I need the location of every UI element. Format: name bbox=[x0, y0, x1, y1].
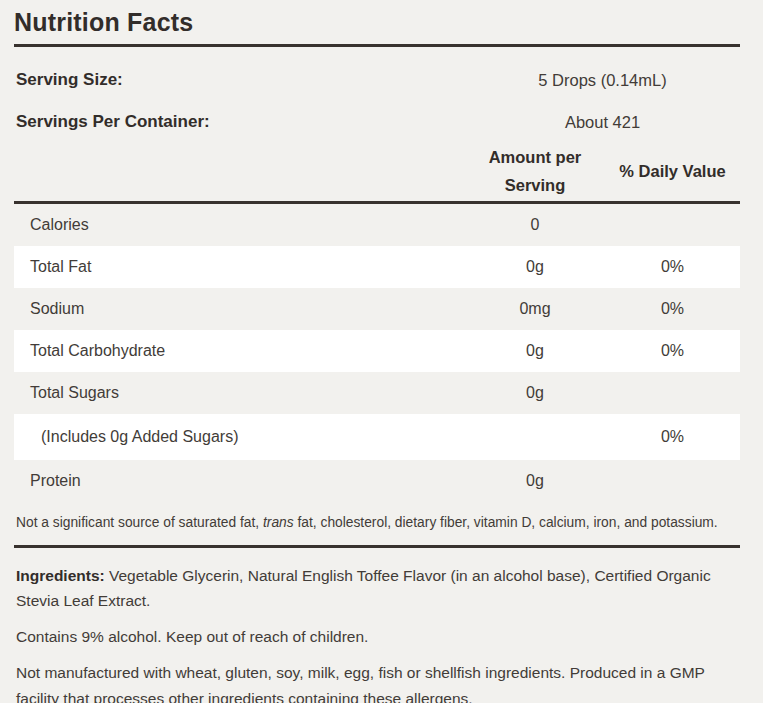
table-row-total-sugars: Total Sugars 0g bbox=[14, 372, 740, 414]
nutrient-label: (Includes 0g Added Sugars) bbox=[14, 428, 465, 446]
allergen-statement: Not manufactured with wheat, gluten, soy… bbox=[14, 660, 740, 703]
nutrient-amount: 0g bbox=[465, 258, 605, 276]
nutrient-amount: 0mg bbox=[465, 300, 605, 318]
servings-per-container-row: Servings Per Container: About 421 bbox=[14, 101, 740, 143]
nutrient-label: Total Carbohydrate bbox=[14, 342, 465, 360]
column-header-daily-value: % Daily Value bbox=[605, 157, 740, 185]
table-header-row: Amount per Serving % Daily Value bbox=[14, 143, 740, 201]
nutrient-daily-value: 0% bbox=[605, 428, 740, 446]
nutrient-daily-value: 0% bbox=[605, 300, 740, 318]
alcohol-warning: Contains 9% alcohol. Keep out of reach o… bbox=[14, 624, 740, 649]
footnote-trans-italic: trans bbox=[263, 515, 294, 530]
table-row-sodium: Sodium 0mg 0% bbox=[14, 288, 740, 330]
table-row-total-carbohydrate: Total Carbohydrate 0g 0% bbox=[14, 330, 740, 372]
column-header-amount-per-serving: Amount per Serving bbox=[465, 143, 605, 199]
divider-bottom bbox=[14, 545, 740, 548]
ingredients-paragraph: Ingredients: Vegetable Glycerin, Natural… bbox=[14, 563, 740, 613]
nutrient-label: Total Sugars bbox=[14, 384, 465, 402]
nutrient-table: Calories 0 Total Fat 0g 0% Sodium 0mg 0%… bbox=[14, 204, 740, 502]
not-significant-source-footnote: Not a significant source of saturated fa… bbox=[14, 513, 740, 533]
nutrient-amount: 0g bbox=[465, 342, 605, 360]
nutrient-amount: 0g bbox=[465, 384, 605, 402]
nutrition-facts-panel: Nutrition Facts Serving Size: 5 Drops (0… bbox=[14, 0, 740, 703]
serving-size-row: Serving Size: 5 Drops (0.14mL) bbox=[14, 59, 740, 101]
serving-size-label: Serving Size: bbox=[14, 70, 465, 90]
supplemental-info: Ingredients: Vegetable Glycerin, Natural… bbox=[14, 563, 740, 703]
amount-header-line2: Serving bbox=[465, 171, 605, 199]
table-row-added-sugars: (Includes 0g Added Sugars) 0% bbox=[14, 414, 740, 460]
nutrition-facts-title: Nutrition Facts bbox=[14, 8, 740, 37]
nutrient-amount: 0 bbox=[465, 216, 605, 234]
table-row-calories: Calories 0 bbox=[14, 204, 740, 246]
nutrient-amount: 0g bbox=[465, 472, 605, 490]
table-row-protein: Protein 0g bbox=[14, 460, 740, 502]
nutrient-label: Protein bbox=[14, 472, 465, 490]
amount-header-line1: Amount per bbox=[465, 143, 605, 171]
servings-per-container-value: About 421 bbox=[465, 113, 740, 132]
footnote-text-prefix: Not a significant source of saturated fa… bbox=[16, 515, 263, 530]
serving-size-value: 5 Drops (0.14mL) bbox=[465, 71, 740, 90]
nutrient-label: Sodium bbox=[14, 300, 465, 318]
nutrient-label: Calories bbox=[14, 216, 465, 234]
nutrient-daily-value: 0% bbox=[605, 342, 740, 360]
servings-per-container-label: Servings Per Container: bbox=[14, 112, 465, 132]
footnote-text-suffix: fat, cholesterol, dietary fiber, vitamin… bbox=[294, 515, 718, 530]
serving-info: Serving Size: 5 Drops (0.14mL) Servings … bbox=[14, 59, 740, 143]
table-row-total-fat: Total Fat 0g 0% bbox=[14, 246, 740, 288]
nutrient-label: Total Fat bbox=[14, 258, 465, 276]
ingredients-text: Vegetable Glycerin, Natural English Toff… bbox=[16, 567, 711, 609]
ingredients-label: Ingredients: bbox=[16, 567, 105, 584]
divider-top bbox=[14, 44, 740, 47]
nutrient-daily-value: 0% bbox=[605, 258, 740, 276]
